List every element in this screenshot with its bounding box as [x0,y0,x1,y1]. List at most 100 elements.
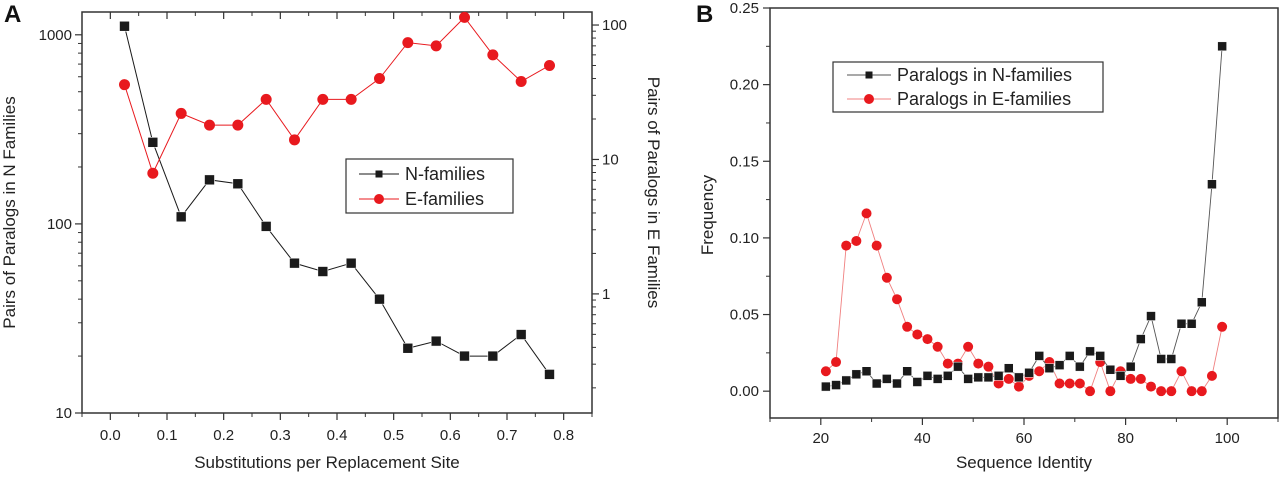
paralogs-n-families-point [892,378,902,389]
legend-label-n-families: N-families [405,164,485,184]
paralogs-e-families-point [1156,386,1167,397]
x-tick-label: 0.7 [497,427,518,444]
n-families-point [544,369,555,380]
paralogs-e-families-point [942,358,953,369]
paralogs-n-families-point [821,381,831,392]
paralogs-e-families-point [861,208,872,219]
paralogs-n-families-point [912,377,923,387]
panel-b-x-axis: 20 40 60 80 100 [769,418,1279,447]
y2-tick-label: 100 [602,17,627,34]
paralogs-n-families-point [1004,363,1014,373]
panel-a-right-y-axis-title: Pairs of Paralogs in E Families [644,77,663,308]
n-families-point [487,350,499,362]
e-families-line [124,16,550,175]
e-families-point [544,59,555,71]
n-families-point [374,293,385,305]
legend-label-paralogs-n-families: Paralogs in N-families [897,65,1072,85]
paralogs-n-families-point [882,374,892,384]
paralogs-n-families-point [1197,297,1207,308]
paralogs-e-families-point [1085,386,1096,397]
paralogs-n-families-point [983,372,994,383]
y-tick-label: 10 [55,405,72,422]
paralogs-n-families-point [973,372,984,383]
panel-b-letter: B [696,1,713,28]
x-tick-label: 40 [914,430,931,447]
paralogs-n-families-point [1176,318,1187,329]
paralogs-n-families-point [1207,179,1217,190]
paralogs-n-families-point [902,366,912,377]
paralogs-e-families-line [825,211,1223,393]
paralogs-n-families-point [1105,364,1116,375]
e-families-point [147,167,159,179]
x-tick-label: 0.3 [270,427,291,444]
e-families-point [204,119,215,131]
n-families-point [260,221,272,232]
n-families-point [402,342,414,354]
paralogs-e-families-point [1003,373,1014,384]
paralogs-e-families-point [1206,370,1217,381]
paralogs-e-families-point [922,334,933,345]
e-families-point [402,37,414,49]
n-families-point [515,329,527,340]
legend-square-marker [865,71,873,79]
paralogs-n-families-point [871,378,882,389]
paralogs-n-families-point [993,371,1004,381]
e-families-point [175,107,187,119]
paralogs-n-families-point [851,369,862,380]
legend-circle-marker [864,94,874,104]
panel-a-right-y-axis: 1 10 100 [592,17,627,389]
paralogs-e-families-point [993,378,1004,389]
paralogs-e-families-point [1146,381,1156,392]
panel-a-x-axis-title: Substitutions per Replacement Site [194,453,460,472]
paralogs-e-families-point [932,341,943,352]
legend-item-n-families: N-families [359,164,485,184]
e-families-point [515,76,527,88]
n-families-point [147,137,159,148]
panel-a-left-y-axis-title: Pairs of Paralogs in N Families [0,96,19,328]
e-families-point [374,73,385,85]
n-families-line [124,26,550,375]
panel-a-legend-box [345,158,514,214]
x-tick-label: 60 [1016,430,1033,447]
paralogs-e-families-point [902,321,913,332]
y-tick-label: 0.00 [730,383,759,400]
paralogs-e-families-point [892,294,902,305]
legend-label-e-families: E-families [405,189,484,209]
paralogs-n-families-line [825,46,1223,388]
e-families-point [232,119,244,131]
x-tick-label: 0.6 [440,427,461,444]
x-tick-label: 80 [1117,430,1134,447]
paralogs-n-families-point [1115,371,1126,381]
paralogs-n-families-point [1044,363,1055,373]
paralogs-e-families-point [1054,378,1065,389]
paralogs-n-families-point [1014,372,1024,383]
paralogs-n-families-point [1217,41,1227,52]
paralogs-e-families-point [851,235,862,246]
paralogs-e-families-point [820,366,831,377]
legend-item-e-families: E-families [359,189,484,209]
panel-a: A 0.0 0.1 0.2 0.3 0.4 0.5 0.6 0.7 0.8 101001000 … [0,1,663,472]
n-families-point [459,350,470,362]
y-tick-label: 0.25 [730,0,759,17]
paralogs-e-families-point [912,329,923,340]
legend-label-paralogs-e-families: Paralogs in E-families [897,89,1071,109]
n-families-point [119,20,130,32]
n-families-point [175,211,187,223]
paralogs-e-families-point [1217,321,1228,332]
paralogs-e-families-point [871,240,882,251]
paralogs-e-families-point [983,361,994,372]
x-tick-label: 100 [1215,430,1240,447]
legend-item-paralogs-e-families: Paralogs in E-families [847,89,1071,109]
paralogs-n-families-point [1156,354,1166,364]
panel-a-series [119,11,555,380]
panel-a-x-axis: 0.0 0.1 0.2 0.3 0.4 0.5 0.6 0.7 0.8 [81,12,593,444]
y-tick-label: 0.20 [730,77,759,94]
x-tick-label: 0.1 [157,427,178,444]
panel-b-y-axis-title: Frequency [698,174,717,255]
e-families-point [289,134,300,146]
e-families-point [430,40,442,52]
paralogs-n-families-point [1095,351,1105,361]
e-families-point [317,93,329,105]
legend-square-marker [375,170,383,178]
paralogs-n-families-point [1186,318,1197,329]
